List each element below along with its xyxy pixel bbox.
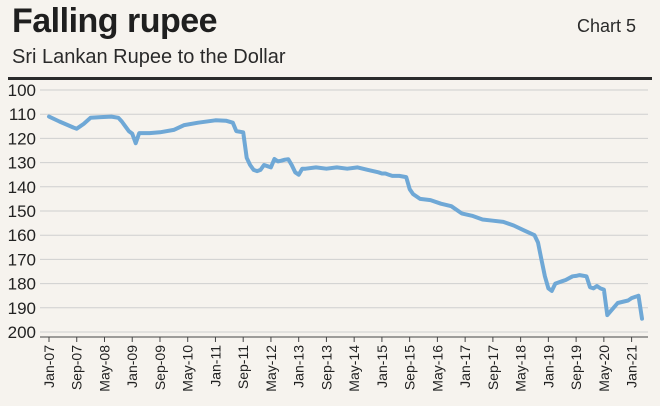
x-axis: Jan-07 Sep-07 May-08 Jan-09 Sep-09 May-10 Jan-…: [41, 337, 640, 392]
x-tick-label: Jan-11: [207, 345, 223, 387]
grid-lines: [40, 89, 648, 338]
y-tick-label: 180: [8, 275, 36, 294]
x-tick-label: May-08: [96, 345, 112, 392]
x-tick-label: Sep-11: [235, 345, 251, 389]
y-tick-label: 160: [8, 226, 36, 245]
x-tick-label: Jan-17: [457, 345, 473, 388]
chart-subtitle: Sri Lankan Rupee to the Dollar: [12, 46, 286, 68]
x-tick-label: Jan-21: [624, 345, 640, 388]
x-tick-label: May-14: [346, 345, 362, 392]
y-tick-label: 100: [8, 81, 36, 100]
chart-number: Chart 5: [576, 16, 636, 36]
y-tick-label: 140: [8, 178, 36, 197]
x-tick-label: May-12: [263, 345, 279, 392]
x-tick-label: Jan-15: [374, 345, 390, 388]
x-tick-label: Sep-17: [485, 345, 501, 390]
x-tick-label: Jan-13: [291, 345, 307, 388]
y-tick-label: 120: [8, 129, 36, 148]
y-tick-label: 110: [9, 105, 36, 124]
y-tick-label: 130: [8, 154, 36, 173]
x-tick-label: May-16: [429, 345, 445, 392]
x-tick-label: Jan-09: [124, 345, 140, 388]
y-tick-label: 200: [8, 323, 36, 342]
chart-title: Falling rupee: [12, 2, 218, 40]
x-tick-label: Sep-07: [69, 345, 85, 390]
x-tick-label: Sep-13: [318, 345, 334, 390]
title-rule: [8, 77, 652, 80]
x-tick-label: Sep-09: [152, 345, 168, 390]
x-tick-label: Sep-19: [568, 345, 584, 390]
series-line-0: [47, 114, 644, 321]
y-tick-label: 170: [8, 250, 36, 269]
x-tick-label: May-10: [180, 345, 196, 392]
y-tick-label: 150: [8, 202, 36, 221]
series-group: [47, 114, 644, 321]
x-tick-label: Jan-07: [41, 345, 57, 388]
x-tick-label: Sep-15: [402, 345, 418, 390]
x-tick-label: Jan-19: [540, 345, 556, 388]
y-axis: 100 110 120 130 140 150 160 170 180 190 200: [8, 81, 36, 342]
x-tick-label: May-18: [513, 345, 529, 392]
y-tick-label: 190: [8, 299, 36, 318]
x-tick-label: May-20: [596, 345, 612, 392]
